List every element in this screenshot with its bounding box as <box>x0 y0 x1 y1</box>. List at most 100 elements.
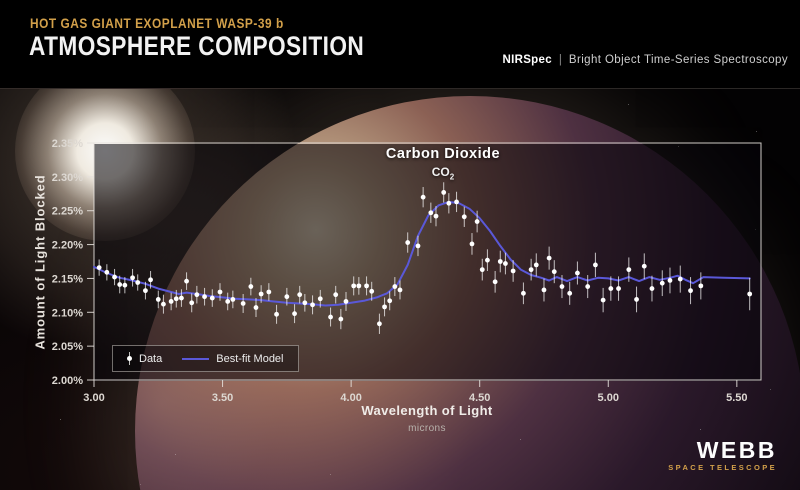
data-point <box>441 190 447 195</box>
data-point <box>461 214 467 220</box>
annotation-formula: CO2 <box>431 165 455 182</box>
data-point <box>503 261 508 266</box>
data-point <box>258 291 264 297</box>
data-point <box>559 284 565 289</box>
data-point <box>230 297 236 302</box>
data-point <box>698 283 704 289</box>
axes: 2.00% 2.05% 2.10% 2.15% 2.20% 2.25% 2.30% 2.35%… <box>52 138 762 404</box>
data-point <box>428 210 434 216</box>
webb-logo-subtitle: SPACE TELESCOPE <box>668 463 777 472</box>
data-point <box>338 316 344 322</box>
x-tick-label: 5.50 <box>726 392 747 404</box>
x-axis-label: Wavelength of Light <box>361 403 493 418</box>
data-point <box>284 294 290 300</box>
annotation-title: Carbon Dioxide <box>385 146 501 162</box>
data-point <box>497 259 503 264</box>
data-point <box>225 299 231 304</box>
data-point <box>364 283 369 289</box>
data-marker-icon <box>127 352 132 365</box>
legend-item-model: Best-fit Model <box>182 352 284 365</box>
data-point <box>454 199 459 205</box>
y-tick-label: 2.05% <box>52 341 83 353</box>
data-point <box>492 279 498 285</box>
data-point <box>521 290 526 296</box>
x-tick-label: 4.50 <box>469 392 490 404</box>
data-point <box>528 267 534 273</box>
data-point <box>209 295 215 301</box>
data-point <box>546 255 552 261</box>
legend-model-label: Best-fit Model <box>216 352 284 365</box>
data-point <box>310 302 315 308</box>
x-axis-units: microns <box>408 423 446 434</box>
instrument-name: NIRSpec <box>502 54 552 66</box>
page-title: ATMOSPHERE COMPOSITION <box>29 31 365 61</box>
data-point <box>382 304 387 310</box>
data-point <box>104 269 110 275</box>
data-point <box>135 280 141 285</box>
background-scene <box>0 88 800 490</box>
data-point <box>659 280 665 286</box>
data-point <box>369 288 375 294</box>
data-point <box>302 300 308 306</box>
data-point <box>317 296 323 302</box>
data-point <box>194 292 200 298</box>
data-point <box>446 200 452 206</box>
data-point <box>485 257 490 263</box>
data-point <box>122 282 128 288</box>
legend-item-data: Data <box>127 352 162 365</box>
data-point <box>96 265 102 270</box>
data-points <box>96 182 753 334</box>
data-point <box>585 284 591 289</box>
data-point <box>143 288 148 294</box>
y-tick-label: 2.10% <box>52 307 83 319</box>
data-point <box>333 292 339 298</box>
data-point <box>533 262 539 268</box>
data-point <box>253 305 259 310</box>
data-point <box>155 297 161 302</box>
instrument-caption: NIRSpec | Bright Object Time-Series Spectr… <box>503 54 789 66</box>
data-point <box>377 321 382 327</box>
data-point <box>608 286 614 291</box>
y-tick-label: 2.25% <box>52 206 83 218</box>
data-point <box>202 294 207 300</box>
legend: Data Best-fit Model <box>112 345 299 372</box>
data-point <box>351 283 357 289</box>
model-line-icon <box>182 357 210 360</box>
data-point <box>179 295 184 301</box>
data-point <box>433 213 439 219</box>
x-tick-label: 3.50 <box>212 392 233 404</box>
data-point <box>274 311 279 317</box>
y-tick-label: 2.30% <box>52 172 83 184</box>
data-point <box>510 268 516 274</box>
y-tick-label: 2.35% <box>52 138 83 150</box>
data-point <box>148 277 153 283</box>
data-point <box>343 299 349 304</box>
data-point <box>634 297 639 302</box>
data-point <box>626 267 632 273</box>
data-point <box>392 284 398 289</box>
data-point <box>184 278 189 284</box>
y-tick-label: 2.20% <box>52 240 83 252</box>
data-point <box>130 275 135 281</box>
data-point <box>248 284 254 289</box>
data-point <box>189 300 195 306</box>
instrument-separator: | <box>558 54 562 66</box>
data-point <box>677 276 683 282</box>
data-point <box>541 287 547 293</box>
data-point <box>551 269 557 275</box>
data-point <box>405 240 411 245</box>
data-point <box>117 282 123 287</box>
y-tick-label: 2.15% <box>52 273 83 285</box>
data-point <box>112 274 117 280</box>
data-point <box>292 311 297 317</box>
x-axis-title: Wavelength of Light microns <box>361 403 492 434</box>
y-tick-label: 2.00% <box>52 375 83 387</box>
data-point <box>593 262 598 268</box>
data-point <box>161 301 166 307</box>
data-point <box>667 278 673 283</box>
data-point <box>297 292 303 298</box>
data-point <box>747 291 753 297</box>
data-point <box>567 290 573 296</box>
